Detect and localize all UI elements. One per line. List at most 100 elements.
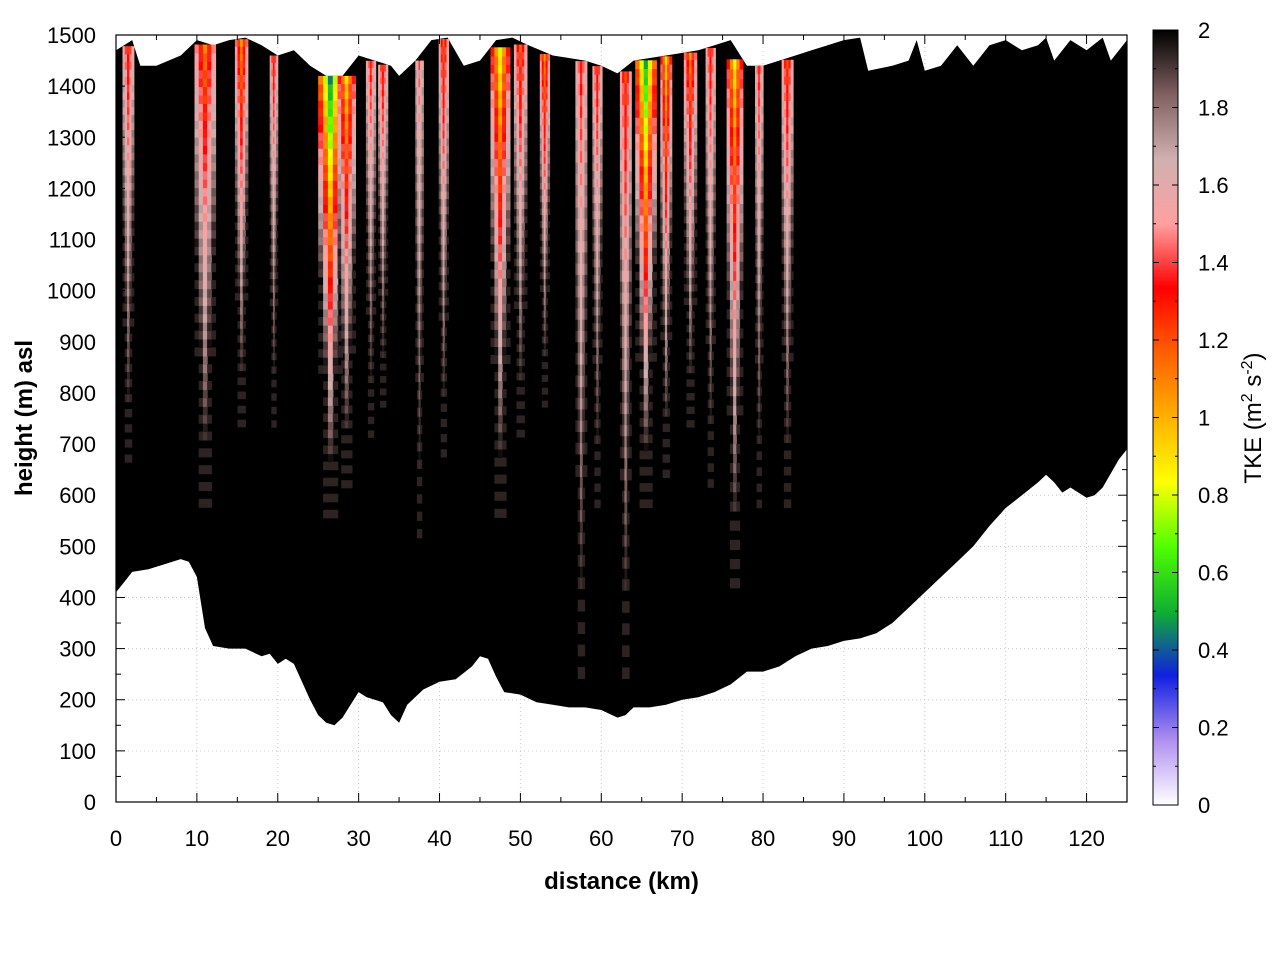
tke-cell [582,195,586,208]
tke-cell [365,163,369,171]
tke-cell [539,208,543,216]
tke-cell [543,188,547,196]
tke-cell [582,386,586,399]
tke-cell [545,272,549,280]
tke-cell [381,108,385,115]
tke-cell [369,375,373,383]
tke-cell [202,389,208,399]
tke-cell [318,148,324,157]
tke-cell [575,274,579,287]
tke-cell [539,143,543,151]
tke-cell [327,188,334,197]
tke-cell [758,371,761,380]
tke-cell [736,318,741,329]
tke-cell [380,326,383,333]
tke-cell [584,319,588,331]
tke-cell [271,163,274,171]
tke-cell [418,329,421,339]
tke-cell [643,149,649,159]
tke-cell [594,499,597,509]
tke-cell [490,81,495,91]
tke-cell [694,209,698,217]
tke-cell [381,102,385,109]
tke-cell [594,186,597,196]
tke-cell [385,120,389,128]
tke-cell [584,240,588,253]
tke-cell [619,336,623,348]
tke-cell [669,224,673,233]
tke-cell [367,231,371,240]
tke-cell [683,243,687,251]
tke-cell [689,73,693,81]
tke-plume [490,47,511,518]
tke-cell [667,347,670,356]
tke-cell [446,183,449,192]
tke-cell [575,240,579,253]
tke-cell [662,270,666,279]
tke-cell [351,180,356,189]
tke-cell [783,59,787,69]
tke-cell [323,509,329,519]
tke-cell [628,93,632,106]
tke-cell [726,145,731,156]
tke-cell [781,84,785,93]
tke-cell [383,270,387,277]
tke-cell [207,397,212,407]
tke-cell [736,578,741,589]
tke-cell [521,151,525,160]
tke-cell [577,487,581,500]
tke-cell [129,424,133,433]
tke-cell [272,156,276,165]
tke-plume [415,60,424,539]
tke-cell [245,166,249,174]
tke-cell [711,399,714,408]
tke-cell [761,138,764,147]
tke-cell [781,320,785,329]
tke-cell [446,130,449,139]
tke-cell [541,297,545,305]
tke-cell [323,413,329,422]
tke-cell [494,286,499,296]
tke-cell [516,44,520,53]
tke-cell [516,401,520,409]
tke-cell [639,312,645,322]
tke-cell [416,442,420,452]
tke-cell [639,296,645,305]
tke-cell [369,81,373,89]
tke-cell [240,81,244,90]
tke-cell [598,387,601,396]
tke-cell [369,190,373,199]
tke-cell [271,379,274,388]
tke-cell [758,154,761,163]
tke-cell [240,314,244,322]
tke-cell [709,135,712,145]
tke-cell [502,64,507,74]
tke-cell [274,102,277,111]
tke-cell [211,221,217,231]
tke-cell [739,405,744,416]
tke-cell [547,182,551,190]
tke-cell [643,255,649,265]
tke-cell [378,214,381,221]
tke-cell [513,115,518,124]
tke-cell [378,164,381,172]
tke-cell [240,285,244,294]
tke-cell [598,371,601,380]
tke-cell [367,245,371,253]
tke-cell [664,247,668,256]
tke-cell [790,336,794,346]
tke-cell [371,163,375,171]
tke-cell [694,59,698,67]
tke-cell [626,248,630,260]
tke-cell [711,335,714,345]
tke-cell [418,103,421,114]
tke-cell [127,212,130,221]
tke-cell [245,81,249,90]
tke-cell [369,149,373,158]
tke-cell [369,122,373,130]
tke-cell [647,141,653,151]
tke-cell [626,413,630,426]
tke-cell [639,149,645,159]
tke-cell [635,353,640,362]
tke-cell [494,457,499,467]
